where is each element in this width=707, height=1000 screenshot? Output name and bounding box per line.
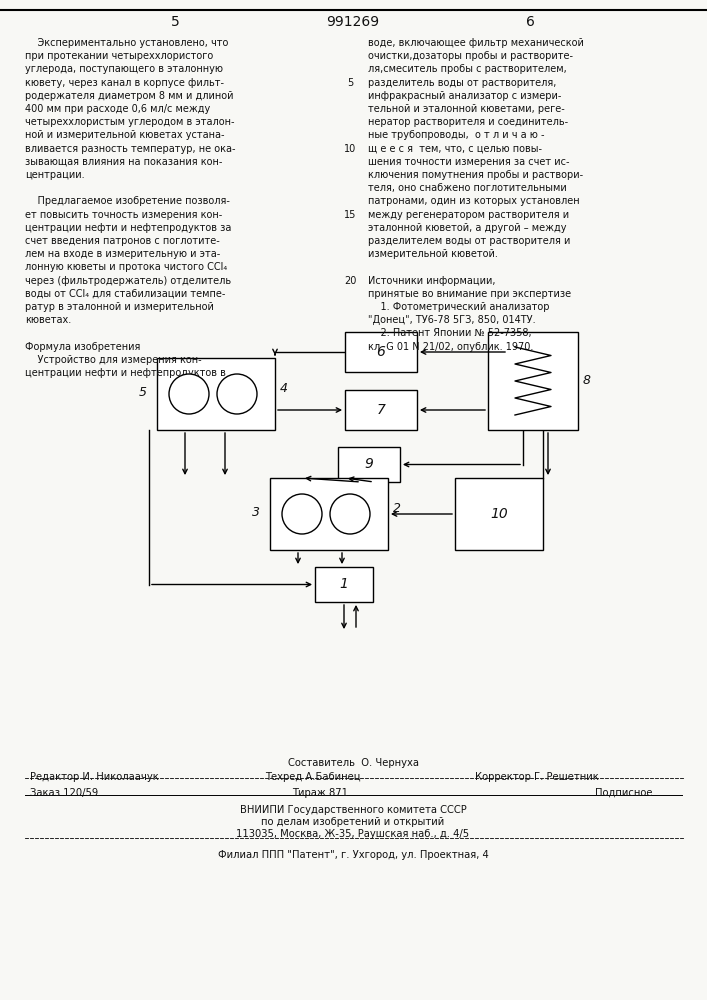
Text: Источники информации,: Источники информации, [368, 276, 496, 286]
Text: ратур в эталонной и измерительной: ратур в эталонной и измерительной [25, 302, 214, 312]
Text: 6: 6 [377, 345, 385, 359]
Text: углерода, поступающего в эталонную: углерода, поступающего в эталонную [25, 64, 223, 74]
Bar [345, 390, 417, 430]
Text: кюветах.: кюветах. [25, 315, 71, 325]
Text: при протекании четыреххлористого: при протекании четыреххлористого [25, 51, 214, 61]
Text: разделителем воды от растворителя и: разделителем воды от растворителя и [368, 236, 571, 246]
Text: Заказ 120/59: Заказ 120/59 [30, 788, 98, 798]
Text: шения точности измерения за счет ис-: шения точности измерения за счет ис- [368, 157, 570, 167]
Text: 10: 10 [490, 507, 508, 521]
Text: 5: 5 [139, 385, 147, 398]
Text: 5: 5 [170, 15, 180, 29]
Text: ные трубопроводы,  о т л и ч а ю -: ные трубопроводы, о т л и ч а ю - [368, 130, 544, 140]
Text: ля,смеситель пробы с растворителем,: ля,смеситель пробы с растворителем, [368, 64, 567, 74]
Circle shape [282, 494, 322, 534]
Text: измерительной кюветой.: измерительной кюветой. [368, 249, 498, 259]
Bar [315, 567, 373, 602]
Text: Экспериментально установлено, что: Экспериментально установлено, что [25, 38, 228, 48]
Text: лем на входе в измерительную и эта-: лем на входе в измерительную и эта- [25, 249, 221, 259]
Text: ет повысить точность измерения кон-: ет повысить точность измерения кон- [25, 210, 222, 220]
Text: центрации нефти и нефтепродуктов за: центрации нефти и нефтепродуктов за [25, 223, 231, 233]
Text: кл. G 01 N 21/02, опублик. 1970.: кл. G 01 N 21/02, опублик. 1970. [368, 342, 533, 352]
Text: 4: 4 [280, 382, 288, 395]
Text: четыреххлористым углеродом в эталон-: четыреххлористым углеродом в эталон- [25, 117, 235, 127]
Text: нератор растворителя и соединитель-: нератор растворителя и соединитель- [368, 117, 568, 127]
Text: 6: 6 [525, 15, 534, 29]
Text: по делам изобретений и открытий: по делам изобретений и открытий [262, 817, 445, 827]
Text: эталонной кюветой, а другой – между: эталонной кюветой, а другой – между [368, 223, 566, 233]
Text: Устройство для измерения кон-: Устройство для измерения кон- [25, 355, 201, 365]
Text: 2: 2 [393, 502, 401, 516]
Text: ной и измерительной кюветах устана-: ной и измерительной кюветах устана- [25, 130, 225, 140]
Circle shape [217, 374, 257, 414]
Text: 8: 8 [583, 374, 591, 387]
Text: 5: 5 [347, 78, 353, 88]
Text: 10: 10 [344, 144, 356, 154]
Text: воды от CCl₄ для стабилизации темпе-: воды от CCl₄ для стабилизации темпе- [25, 289, 226, 299]
Text: между регенератором растворителя и: между регенератором растворителя и [368, 210, 569, 220]
Text: 3: 3 [252, 506, 260, 518]
Text: ключения помутнения пробы и раствори-: ключения помутнения пробы и раствори- [368, 170, 583, 180]
Text: через (фильтродержатель) отделитель: через (фильтродержатель) отделитель [25, 276, 231, 286]
Circle shape [169, 374, 209, 414]
Text: 991269: 991269 [327, 15, 380, 29]
Text: счет введения патронов с поглотите-: счет введения патронов с поглотите- [25, 236, 220, 246]
Text: вливается разность температур, не ока-: вливается разность температур, не ока- [25, 144, 235, 154]
Text: Техред А.Бабинец: Техред А.Бабинец [265, 772, 361, 782]
Text: 1: 1 [339, 578, 349, 591]
Text: разделитель воды от растворителя,: разделитель воды от растворителя, [368, 78, 556, 88]
Text: 15: 15 [344, 210, 356, 220]
Bar [270, 478, 388, 550]
Text: Составитель  О. Чернуха: Составитель О. Чернуха [288, 758, 419, 768]
Text: Корректор Г. Решетник: Корректор Г. Решетник [475, 772, 599, 782]
Text: Тираж 871: Тираж 871 [292, 788, 348, 798]
Bar [157, 358, 275, 430]
Text: Филиал ППП "Патент", г. Ухгород, ул. Проектная, 4: Филиал ППП "Патент", г. Ухгород, ул. Про… [218, 850, 489, 860]
Text: "Донец", ТУ6-78 5ГЗ, 850, 014ТУ.: "Донец", ТУ6-78 5ГЗ, 850, 014ТУ. [368, 315, 536, 325]
Text: лонную кюветы и протока чистого CCl₄: лонную кюветы и протока чистого CCl₄ [25, 262, 227, 272]
Text: инфракрасный анализатор с измери-: инфракрасный анализатор с измери- [368, 91, 561, 101]
Text: Предлагаемое изобретение позволя-: Предлагаемое изобретение позволя- [25, 196, 230, 206]
Bar [345, 332, 417, 372]
Text: 2. Патент Японии № 52-7358,: 2. Патент Японии № 52-7358, [368, 328, 532, 338]
Text: Формула изобретения: Формула изобретения [25, 342, 141, 352]
Text: кювету, через канал в корпусе фильт-: кювету, через канал в корпусе фильт- [25, 78, 224, 88]
Text: зывающая влияния на показания кон-: зывающая влияния на показания кон- [25, 157, 223, 167]
Text: центрации нефти и нефтепродуктов в: центрации нефти и нефтепродуктов в [25, 368, 226, 378]
Text: 113035, Москва, Ж-35, Раушская наб., д. 4/5: 113035, Москва, Ж-35, Раушская наб., д. … [236, 829, 469, 839]
Text: тельной и эталонной кюветами, реге-: тельной и эталонной кюветами, реге- [368, 104, 565, 114]
Text: 1. Фотометрический анализатор: 1. Фотометрический анализатор [368, 302, 549, 312]
Text: 9: 9 [365, 458, 373, 472]
Text: ВНИИПИ Государственного комитета СССР: ВНИИПИ Государственного комитета СССР [240, 805, 467, 815]
Text: воде, включающее фильтр механической: воде, включающее фильтр механической [368, 38, 584, 48]
Text: 20: 20 [344, 276, 356, 286]
Text: Подписное: Подписное [595, 788, 653, 798]
Text: родержателя диаметром 8 мм и длиной: родержателя диаметром 8 мм и длиной [25, 91, 233, 101]
Bar [338, 447, 400, 482]
Circle shape [330, 494, 370, 534]
Text: щ е е с я  тем, что, с целью повы-: щ е е с я тем, что, с целью повы- [368, 144, 542, 154]
Bar [455, 478, 543, 550]
Text: принятые во внимание при экспертизе: принятые во внимание при экспертизе [368, 289, 571, 299]
Text: центрации.: центрации. [25, 170, 85, 180]
Text: 7: 7 [377, 403, 385, 417]
Text: очистки,дозаторы пробы и растворите-: очистки,дозаторы пробы и растворите- [368, 51, 573, 61]
Text: теля, оно снабжено поглотительными: теля, оно снабжено поглотительными [368, 183, 567, 193]
Text: Редактор И. Николаачук: Редактор И. Николаачук [30, 772, 159, 782]
Bar [488, 332, 578, 430]
Text: патронами, один из которых установлен: патронами, один из которых установлен [368, 196, 580, 206]
Text: 400 мм при расходе 0,6 мл/с между: 400 мм при расходе 0,6 мл/с между [25, 104, 210, 114]
